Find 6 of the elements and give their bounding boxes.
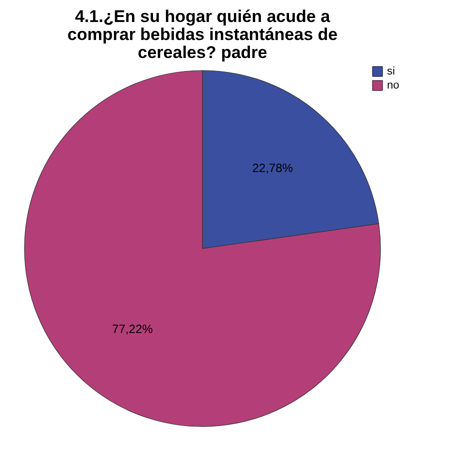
pie-slice	[24, 70, 381, 427]
legend-label: si	[387, 66, 395, 78]
chart-title: 4.1.¿En su hogar quién acude a comprar bebidas instantáneas de cereales? padre	[67, 7, 338, 62]
legend-label: no	[387, 80, 400, 92]
data-label: 22,78%	[252, 160, 294, 175]
data-label: 77,22%	[112, 322, 154, 336]
